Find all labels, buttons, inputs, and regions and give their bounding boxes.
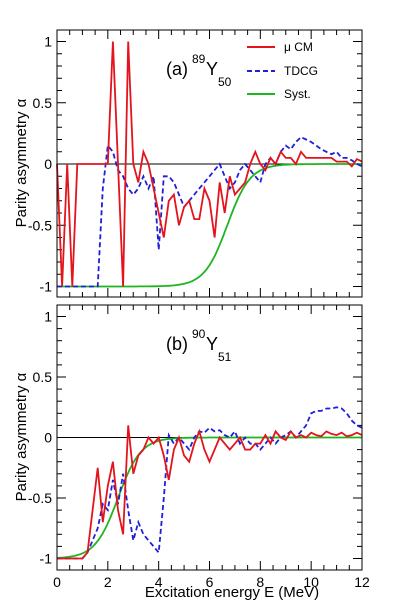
x-tick-label: 8 [256, 574, 264, 590]
x-tick-label: 10 [303, 574, 319, 590]
y-tick-label: -1 [40, 551, 53, 567]
y-tick-label: 1 [44, 309, 52, 325]
legend-mucm-label: μ CM [284, 40, 313, 54]
panel-a-series [56, 41, 363, 288]
panel-a-y-tick-labels: 1 0.5 0 -0.5 -1 [28, 34, 52, 295]
x-tick-label: 0 [53, 574, 61, 590]
panel-b-isotope-n: 51 [218, 350, 232, 364]
panel-b-x-tick-labels: 0 2 4 6 8 10 12 [53, 574, 370, 590]
x-axis-title: Excitation energy E (MeV) [145, 584, 319, 601]
panel-a-ticks [56, 30, 363, 297]
series-line-cm [56, 41, 363, 287]
panel-b: 1 0.5 0 -0.5 -1 0 2 4 6 8 10 12 Parity asymmetry α… [13, 304, 370, 601]
series-line-tdcg [57, 406, 363, 560]
y-tick-label: 0.5 [33, 369, 53, 385]
series-line-cm [57, 425, 363, 560]
series-line-syst [57, 163, 362, 288]
series-line-tdcg [57, 136, 363, 288]
legend-syst-label: Syst. [284, 87, 311, 101]
panel-b-frame [56, 304, 363, 571]
panel-a-label: (a) [166, 59, 188, 79]
y-tick-label: 0 [44, 156, 52, 172]
x-tick-label: 12 [354, 574, 370, 590]
x-tick-label: 6 [206, 574, 214, 590]
x-tick-label: 4 [155, 574, 163, 590]
x-tick-label: 2 [104, 574, 112, 590]
panel-b-isotope-symbol: Y [206, 334, 218, 354]
panel-a-isotope-mass: 89 [192, 52, 206, 66]
y-tick-label: 0 [44, 430, 52, 446]
y-tick-label: -0.5 [28, 490, 52, 506]
y-tick-label: 1 [44, 34, 52, 50]
panel-a-frame [56, 29, 363, 298]
panel-b-series [57, 406, 363, 560]
panel-a-isotope-n: 50 [218, 75, 232, 89]
legend: μ CM TDCG Syst. [247, 40, 318, 101]
panel-b-isotope-mass: 90 [192, 327, 206, 341]
panel-b-y-axis-title: Parity asymmetry α [13, 372, 30, 501]
y-tick-label: -1 [40, 279, 53, 295]
panel-a: 10.50-0.5-1 Parity asymmetry α (a) 89 Y … [13, 29, 363, 298]
panel-b-y-tick-labels: 1 0.5 0 -0.5 -1 [28, 309, 52, 567]
panel-a-y-axis-title: Parity asymmetry α [13, 98, 30, 227]
panel-a-isotope-symbol: Y [206, 59, 218, 79]
y-tick-label: 0.5 [33, 95, 53, 111]
panel-b-label: (b) [166, 334, 188, 354]
legend-tdcg-label: TDCG [284, 64, 318, 78]
series-line-syst [57, 436, 362, 559]
y-tick-label: -0.5 [28, 217, 52, 233]
